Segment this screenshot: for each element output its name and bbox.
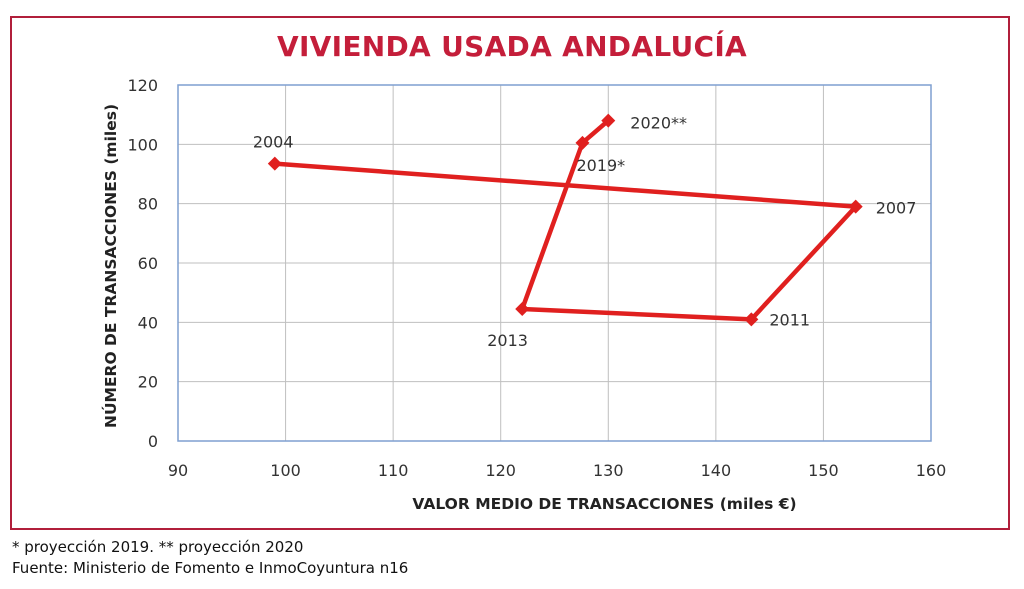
data-point-label: 2020**	[630, 114, 687, 133]
data-point-marker	[848, 199, 863, 214]
data-point-label: 2011	[769, 310, 810, 329]
plot-area	[177, 84, 932, 442]
x-tick-label: 100	[270, 461, 301, 480]
x-axis-title: VALOR MEDIO DE TRANSACCIONES (miles €)	[412, 495, 796, 513]
x-tick-labels: 90 100 110 120 130 140 150 160	[168, 461, 946, 480]
data-point-label: 2007	[876, 199, 917, 218]
y-tick-label: 40	[138, 313, 158, 332]
x-tick-label: 120	[485, 461, 516, 480]
data-point-marker	[744, 312, 759, 327]
data-point-label: 2013	[487, 331, 528, 350]
x-tick-label: 130	[593, 461, 624, 480]
x-tick-label: 140	[701, 461, 732, 480]
x-tick-label: 90	[168, 461, 188, 480]
x-tick-label: 150	[808, 461, 839, 480]
data-point-label: 2004	[253, 133, 294, 152]
y-tick-label: 100	[127, 135, 158, 154]
y-tick-labels: 0 20 40 60 80 100 120	[127, 76, 158, 451]
chart-title: VIVIENDA USADA ANDALUCÍA	[276, 30, 748, 63]
x-tick-label: 160	[916, 461, 947, 480]
footnote-source: Fuente: Ministerio de Fomento e InmoCoyu…	[12, 559, 409, 577]
y-axis-title: NÚMERO DE TRANSACCIONES (miles)	[101, 104, 120, 428]
data-point-marker	[575, 135, 590, 150]
x-tick-label: 110	[378, 461, 409, 480]
footnote-projection: * proyección 2019. ** proyección 2020	[12, 538, 304, 556]
series-line	[272, 118, 858, 322]
data-point-marker	[515, 301, 530, 316]
data-point-marker	[601, 113, 616, 128]
point-labels: 2004 2007 2011 2013 2019* 2020**	[253, 114, 917, 350]
y-tick-label: 0	[148, 432, 158, 451]
y-tick-label: 20	[138, 373, 158, 392]
y-tick-label: 60	[138, 254, 158, 273]
y-tick-label: 80	[138, 195, 158, 214]
data-point-label: 2019*	[576, 156, 625, 175]
y-tick-label: 120	[127, 76, 158, 95]
chart-frame	[10, 16, 1010, 530]
series-group	[267, 113, 863, 327]
data-point-marker	[267, 156, 282, 171]
